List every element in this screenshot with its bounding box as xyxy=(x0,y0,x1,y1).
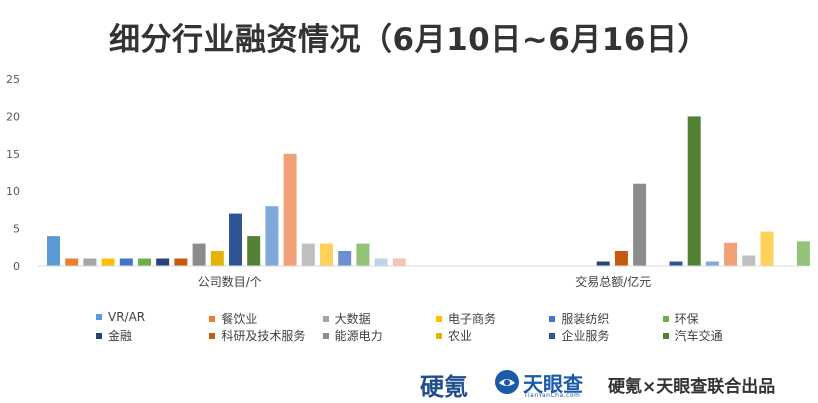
bar xyxy=(338,251,352,266)
bar xyxy=(192,243,206,266)
legend-label: 汽车交通 xyxy=(674,329,723,343)
legend-label: 服装纺织 xyxy=(561,312,610,326)
bar xyxy=(301,243,315,266)
bar xyxy=(374,258,388,266)
bar xyxy=(796,241,810,266)
x-category-label: 公司数目/个 xyxy=(198,274,262,289)
y-tick-label: 10 xyxy=(6,185,20,198)
bar xyxy=(119,258,133,266)
legend-label: 金融 xyxy=(108,329,133,343)
legend-label: 科研及技术服务 xyxy=(221,329,306,343)
legend-swatch xyxy=(549,332,556,339)
legend-swatch xyxy=(209,315,216,322)
bar xyxy=(392,258,406,266)
bar xyxy=(138,258,151,266)
bar xyxy=(65,258,79,266)
legend-label: 大数据 xyxy=(334,312,371,326)
brand-ying-logo: 硬氪 xyxy=(420,373,468,401)
y-tick-label: 5 xyxy=(13,223,20,236)
bar xyxy=(156,258,170,266)
bar xyxy=(174,258,188,266)
footer-branding: 硬氪 天眼查 TianYanCha.com 硬氪×天眼查联合出品 xyxy=(420,366,816,401)
legend-swatch xyxy=(322,315,329,322)
legend-item: 农业 xyxy=(436,327,472,344)
bar xyxy=(669,261,683,266)
bar xyxy=(229,213,242,266)
tianyancha-url: TianYanCha.com xyxy=(524,392,581,399)
legend-item: 环保 xyxy=(662,310,699,327)
legend-item: 服装纺织 xyxy=(549,310,609,327)
bar xyxy=(687,116,701,267)
legend-label: 企业服务 xyxy=(561,329,610,343)
tianyancha-logo-icon xyxy=(495,370,519,394)
bar xyxy=(760,231,774,266)
legend-swatch xyxy=(96,332,102,339)
bar xyxy=(47,236,60,266)
legend-label: 餐饮业 xyxy=(221,312,258,326)
legend-swatch xyxy=(322,332,329,339)
tianyancha-name: 天眼查 xyxy=(523,372,583,396)
legend-item: 科研及技术服务 xyxy=(209,327,305,344)
bar xyxy=(705,261,719,266)
legend-item: 能源电力 xyxy=(322,327,383,344)
legend-item: 金融 xyxy=(96,327,132,344)
bar xyxy=(247,236,261,266)
plot-area: 0 5 10 15 20 25 公司数目/个 交易总额/亿元 xyxy=(6,73,810,289)
legend-swatch xyxy=(209,332,216,339)
legend-item: VR/AR xyxy=(96,310,145,324)
bar xyxy=(356,243,370,266)
bar xyxy=(724,242,738,266)
x-category-label: 交易总额/亿元 xyxy=(575,274,651,289)
y-tick-label: 25 xyxy=(6,73,20,86)
legend-swatch xyxy=(436,315,442,322)
legend-swatch xyxy=(662,332,669,339)
legend-label: VR/AR xyxy=(108,310,146,324)
joint-production-text: 硬氪×天眼查联合出品 xyxy=(608,377,776,397)
bar xyxy=(320,243,333,266)
bar xyxy=(210,251,224,266)
bar xyxy=(596,261,610,266)
bar xyxy=(614,251,628,266)
legend-swatch xyxy=(549,315,556,322)
y-tick-label: 15 xyxy=(6,148,20,161)
bar xyxy=(283,153,297,266)
legend-label: 环保 xyxy=(674,312,699,326)
legend-swatch xyxy=(96,314,102,320)
bar xyxy=(83,258,97,266)
legend-swatch xyxy=(436,332,442,339)
y-tick-label: 0 xyxy=(13,260,20,273)
y-tick-label: 20 xyxy=(6,110,20,123)
legend-swatch xyxy=(662,315,669,322)
legend-item: 大数据 xyxy=(322,310,371,327)
legend-label: 电子商务 xyxy=(448,312,497,326)
legend-item: 电子商务 xyxy=(436,310,496,327)
legend-item: 汽车交通 xyxy=(662,327,723,344)
chart-title: 细分行业融资情况（6月10日~6月16日） xyxy=(109,22,709,58)
bar xyxy=(101,258,115,266)
bar xyxy=(633,183,647,266)
legend-label: 能源电力 xyxy=(334,329,383,343)
legend-item: 企业服务 xyxy=(549,327,609,344)
legend-item: 餐饮业 xyxy=(209,310,257,327)
bar xyxy=(265,206,279,266)
legend-label: 农业 xyxy=(448,329,473,343)
bar xyxy=(742,255,756,266)
